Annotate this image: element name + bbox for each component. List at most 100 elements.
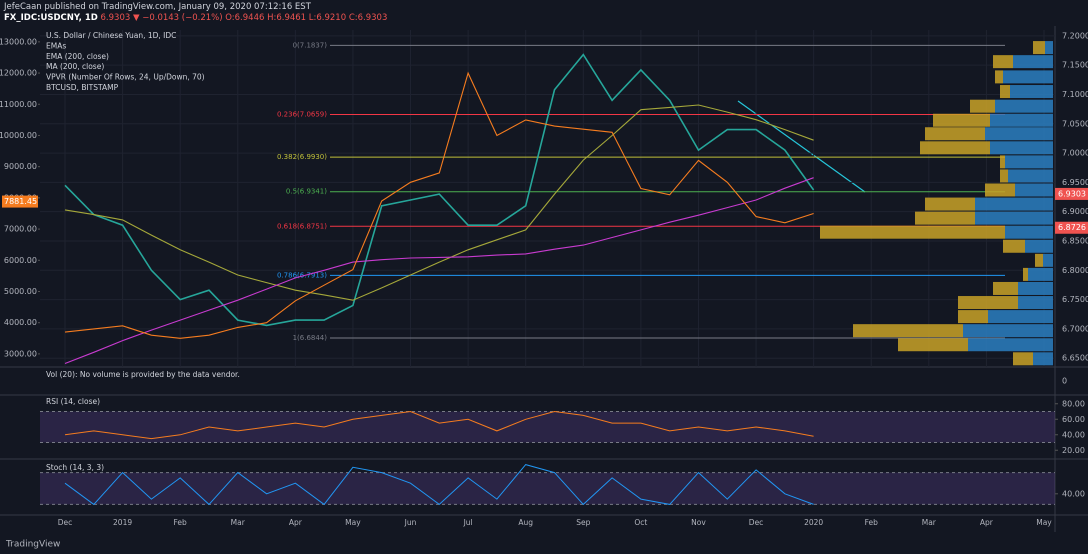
y2-tick-label: 10000.00 — [0, 131, 37, 140]
vp-down — [1035, 253, 1043, 267]
y-tick-label: 40.00 — [1062, 489, 1085, 498]
main-pane — [40, 30, 1055, 367]
y-tick-label: 20.00 — [1062, 446, 1085, 455]
vp-down — [898, 338, 968, 352]
legend-entry: EMAs — [46, 41, 66, 50]
vp-up — [1003, 70, 1053, 84]
legend-entry: EMA (200, close) — [46, 52, 109, 61]
trend-line — [737, 100, 866, 193]
fib-label: 0.786(6.7913) — [277, 271, 327, 279]
y-tick-label: 6.9500 — [1062, 178, 1088, 187]
legend-entry: VPVR (Number Of Rows, 24, Up/Down, 70) — [46, 73, 205, 82]
vp-down — [1003, 239, 1025, 253]
vp-down — [915, 211, 975, 225]
vp-up — [968, 338, 1053, 352]
osc-band — [40, 411, 1055, 443]
main-plot: 0(7.1837) 0.236(7.0659) 0.382(6.9930) 0.5(6… — [40, 30, 1055, 367]
fib-label: 0.618(6.8751) — [277, 222, 327, 230]
y-tick-label: 60.00 — [1062, 415, 1085, 424]
y2-tick-label: 5000.00 — [4, 287, 37, 296]
vp-up — [1005, 225, 1053, 239]
osc-line — [64, 410, 814, 440]
symbol: FX_IDC:USDCNY, 1D — [4, 13, 98, 23]
y2-tick-label: 13000.00 — [0, 37, 37, 46]
vp-up — [1043, 253, 1053, 267]
vp-up — [1010, 85, 1053, 99]
y-tick-label: 80.00 — [1062, 399, 1085, 408]
vp-up — [1018, 281, 1053, 295]
fib-label: 0.236(7.0659) — [277, 110, 327, 118]
vp-up — [985, 127, 1053, 141]
vp-down — [995, 70, 1003, 84]
chart: 0(7.1837) 0.236(7.0659) 0.382(6.9930) 0.5(6… — [0, 26, 1088, 550]
vp-down — [920, 141, 990, 155]
x-tick-label: Dec — [58, 518, 73, 527]
x-tick-label: Jun — [404, 518, 417, 527]
x-tick-label: Feb — [174, 518, 188, 527]
price-tag — [1055, 221, 1088, 234]
header: JefeCaan published on TradingView.com, J… — [0, 0, 1088, 26]
vp-down — [985, 183, 1015, 197]
vp-down — [933, 113, 990, 127]
x-tick-label: Mar — [231, 518, 246, 527]
osc-label: Stoch (14, 3, 3) — [46, 463, 104, 472]
y-tick-label: 6.9000 — [1062, 207, 1088, 216]
vp-down — [958, 296, 1018, 310]
y-tick-label: 6.6500 — [1062, 354, 1088, 363]
fib-label: 0.382(6.9930) — [277, 153, 327, 161]
price: 6.9303 — [100, 13, 131, 23]
x-tick-label: Dec — [749, 518, 764, 527]
brand: TradingView — [5, 540, 60, 550]
x-tick-label: Apr — [289, 518, 303, 527]
vp-up — [1025, 239, 1053, 253]
vp-up — [1018, 296, 1053, 310]
y-tick-label: 7.0500 — [1062, 119, 1088, 128]
vp-down — [1000, 85, 1010, 99]
x-tick-label: Aug — [518, 518, 533, 527]
price-tag-label: 7881.45 — [4, 197, 37, 206]
vp-up — [1008, 169, 1053, 183]
series-line — [64, 71, 814, 339]
change: ▼ −0.0143 (−0.21%) — [132, 13, 223, 23]
y-tick-label: 7.0000 — [1062, 149, 1088, 158]
quote-line: FX_IDC:USDCNY, 1D 6.9303 ▼ −0.0143 (−0.2… — [4, 13, 1084, 24]
y2-tick-label: 12000.00 — [0, 69, 37, 78]
y2-tick-label: 11000.00 — [0, 100, 37, 109]
osc-line — [64, 464, 814, 506]
y-tick-label: 40.00 — [1062, 430, 1085, 439]
y-tick-label: 7.1500 — [1062, 61, 1088, 70]
osc-label: RSI (14, close) — [46, 397, 100, 406]
price-tag — [1055, 187, 1088, 200]
vp-down — [1000, 155, 1005, 169]
y-tick-label: 0 — [1062, 377, 1067, 386]
x-tick-label: May — [1036, 518, 1052, 527]
vp-up — [1028, 267, 1053, 281]
price-tag — [2, 195, 38, 208]
vp-down — [993, 281, 1018, 295]
price-tag-label: 6.9303 — [1058, 189, 1086, 198]
legend-entry: U.S. Dollar / Chinese Yuan, 1D, IDC — [46, 31, 176, 40]
vp-down — [925, 197, 975, 211]
vp-up — [1013, 55, 1053, 69]
y2-tick-label: 3000.00 — [4, 349, 37, 358]
x-tick-label: Nov — [691, 518, 706, 527]
ohlc: O:6.9446 H:6.9461 L:6.9210 C:6.9303 — [225, 13, 388, 23]
vp-down — [1033, 41, 1045, 55]
vp-up — [975, 197, 1053, 211]
y-tick-label: 7.1000 — [1062, 90, 1088, 99]
vp-up — [975, 211, 1053, 225]
vp-down — [925, 127, 985, 141]
fib-label: 0.5(6.9341) — [286, 188, 327, 196]
x-tick-label: Feb — [865, 518, 879, 527]
y-tick-label: 6.8000 — [1062, 266, 1088, 275]
price-tag-label: 6.8726 — [1058, 223, 1086, 232]
x-tick-label: Sep — [576, 518, 590, 527]
fib-label: 1(6.6844) — [293, 334, 328, 342]
vp-down — [820, 225, 1005, 239]
x-tick-label: Jul — [463, 518, 473, 527]
volume-label: Vol (20): No volume is provided by the d… — [46, 370, 240, 379]
vp-down — [853, 324, 963, 338]
vp-down — [970, 99, 995, 113]
vp-up — [1005, 155, 1053, 169]
